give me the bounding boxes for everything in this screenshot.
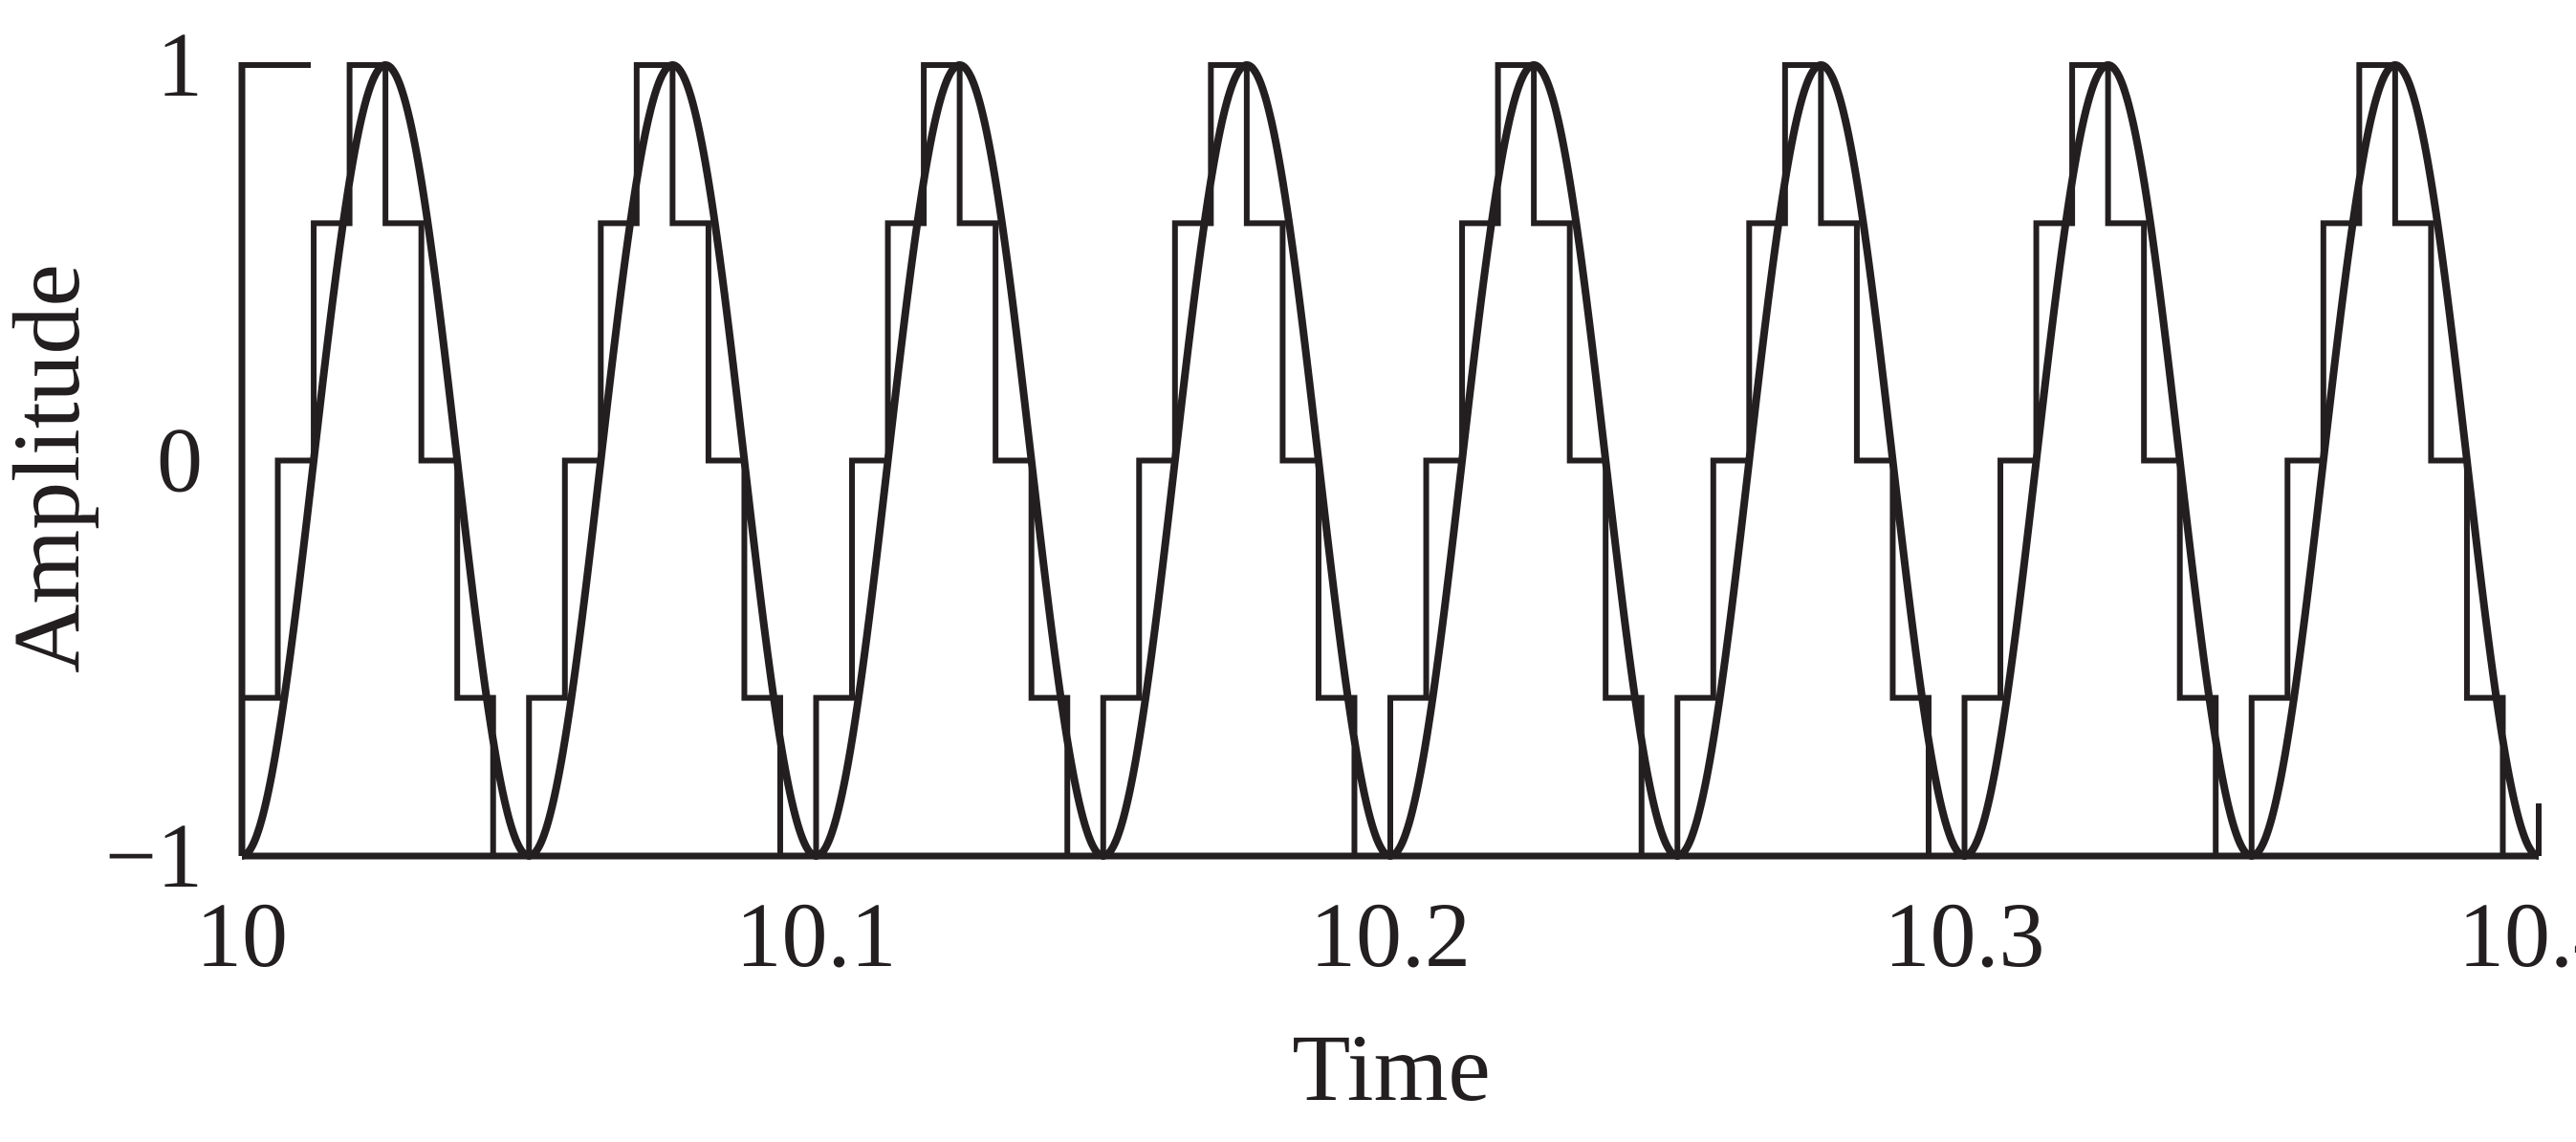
x-axis-label: Time	[1292, 1015, 1491, 1121]
x-tick-label: 10.1	[736, 884, 897, 986]
y-axis-label: Amplitude	[0, 264, 99, 673]
y-tick-label: −1	[105, 804, 203, 907]
series-quantized-steps	[242, 62, 2539, 859]
y-tick-label: 1	[157, 13, 203, 116]
x-tick-label: 10.3	[1885, 884, 2045, 986]
x-tick-label: 10.2	[1310, 884, 1471, 986]
y-tick-label: 0	[157, 409, 203, 512]
plot-area	[241, 60, 2540, 861]
x-tick-label: 10	[196, 884, 288, 986]
x-tick-label: 10.4	[2458, 884, 2576, 986]
tick-labels: 10 10.1 10.2 10.3 10.4 −1 0 1	[105, 13, 2576, 986]
